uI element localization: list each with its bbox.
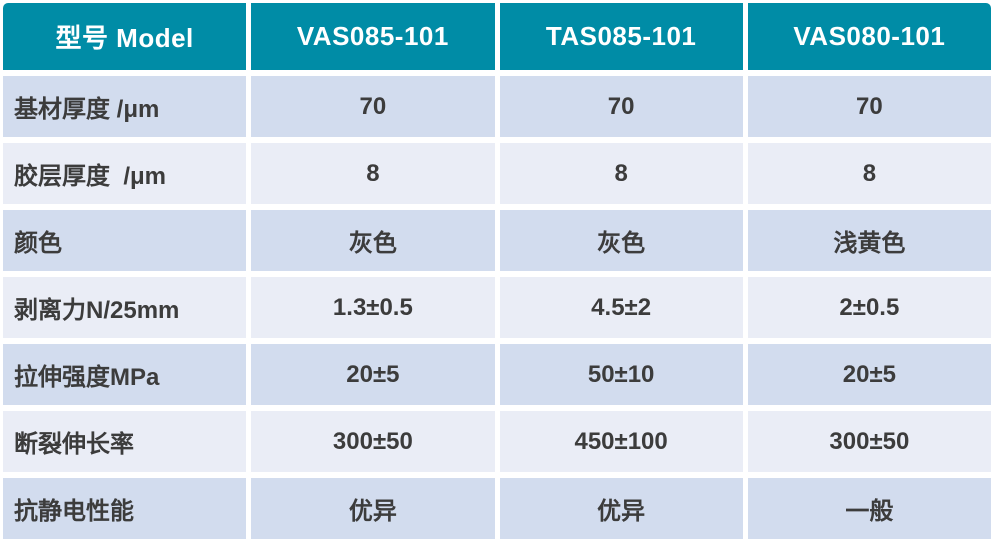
cell-antistatic-3: 一般: [747, 478, 991, 539]
cell-substrate-thickness-1: 70: [251, 76, 495, 137]
row-label-tensile-strength: 拉伸强度MPa: [3, 344, 247, 405]
cell-substrate-thickness-3: 70: [747, 76, 991, 137]
cell-antistatic-1: 优异: [251, 478, 495, 539]
row-label-antistatic: 抗静电性能: [3, 478, 247, 539]
cell-elongation-1: 300±50: [251, 411, 495, 472]
product-spec-table: 型号 Model VAS085-101 TAS085-101 VAS080-10…: [3, 3, 991, 539]
cell-color-1: 灰色: [251, 210, 495, 271]
cell-tensile-strength-1: 20±5: [251, 344, 495, 405]
cell-tensile-strength-2: 50±10: [499, 344, 743, 405]
cell-color-3: 浅黄色: [747, 210, 991, 271]
cell-peel-force-2: 4.5±2: [499, 277, 743, 338]
header-cell-model-2: TAS085-101: [499, 3, 743, 70]
row-label-peel-force: 剥离力N/25mm: [3, 277, 247, 338]
cell-adhesive-thickness-2: 8: [499, 143, 743, 204]
cell-adhesive-thickness-1: 8: [251, 143, 495, 204]
header-cell-model-3: VAS080-101: [747, 3, 991, 70]
row-label-color: 颜色: [3, 210, 247, 271]
cell-tensile-strength-3: 20±5: [747, 344, 991, 405]
cell-elongation-3: 300±50: [747, 411, 991, 472]
cell-antistatic-2: 优异: [499, 478, 743, 539]
cell-substrate-thickness-2: 70: [499, 76, 743, 137]
header-cell-model-1: VAS085-101: [251, 3, 495, 70]
cell-elongation-2: 450±100: [499, 411, 743, 472]
row-label-substrate-thickness: 基材厚度 /μm: [3, 76, 247, 137]
cell-color-2: 灰色: [499, 210, 743, 271]
cell-peel-force-1: 1.3±0.5: [251, 277, 495, 338]
row-label-elongation: 断裂伸长率: [3, 411, 247, 472]
row-label-adhesive-thickness: 胶层厚度 /μm: [3, 143, 247, 204]
cell-adhesive-thickness-3: 8: [747, 143, 991, 204]
cell-peel-force-3: 2±0.5: [747, 277, 991, 338]
header-cell-model-label: 型号 Model: [3, 3, 247, 70]
